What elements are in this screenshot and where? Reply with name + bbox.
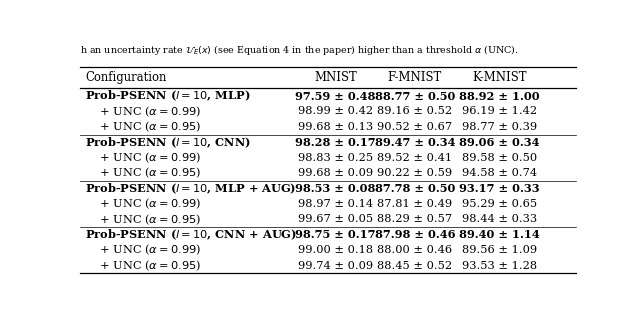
Text: 99.67 ± 0.05: 99.67 ± 0.05: [298, 214, 373, 224]
Text: 88.00 ± 0.46: 88.00 ± 0.46: [377, 245, 452, 255]
Text: Prob-PSENN ($l = 10$, CNN + AUG): Prob-PSENN ($l = 10$, CNN + AUG): [85, 227, 297, 242]
Text: 87.98 ± 0.46: 87.98 ± 0.46: [374, 229, 455, 240]
Text: 88.77 ± 0.50: 88.77 ± 0.50: [374, 90, 455, 102]
Text: 93.17 ± 0.33: 93.17 ± 0.33: [459, 183, 540, 194]
Text: F-MNIST: F-MNIST: [388, 71, 442, 85]
Text: 99.68 ± 0.09: 99.68 ± 0.09: [298, 168, 373, 178]
Text: + UNC ($\alpha = 0.95$): + UNC ($\alpha = 0.95$): [85, 166, 201, 180]
Text: 98.99 ± 0.42: 98.99 ± 0.42: [298, 106, 373, 116]
Text: 87.81 ± 0.49: 87.81 ± 0.49: [377, 199, 452, 209]
Text: + UNC ($\alpha = 0.99$): + UNC ($\alpha = 0.99$): [85, 197, 201, 211]
Text: 98.28 ± 0.17: 98.28 ± 0.17: [295, 137, 376, 148]
Text: + UNC ($\alpha = 0.99$): + UNC ($\alpha = 0.99$): [85, 104, 201, 119]
Text: 98.83 ± 0.25: 98.83 ± 0.25: [298, 153, 373, 163]
Text: 87.78 ± 0.50: 87.78 ± 0.50: [374, 183, 455, 194]
Text: + UNC ($\alpha = 0.95$): + UNC ($\alpha = 0.95$): [85, 258, 201, 273]
Text: 95.29 ± 0.65: 95.29 ± 0.65: [461, 199, 537, 209]
Text: Prob-PSENN ($l = 10$, CNN): Prob-PSENN ($l = 10$, CNN): [85, 135, 251, 149]
Text: 88.45 ± 0.52: 88.45 ± 0.52: [377, 261, 452, 271]
Text: + UNC ($\alpha = 0.95$): + UNC ($\alpha = 0.95$): [85, 120, 201, 134]
Text: 98.53 ± 0.08: 98.53 ± 0.08: [295, 183, 376, 194]
Text: 94.58 ± 0.74: 94.58 ± 0.74: [461, 168, 537, 178]
Text: + UNC ($\alpha = 0.95$): + UNC ($\alpha = 0.95$): [85, 212, 201, 227]
Text: 99.74 ± 0.09: 99.74 ± 0.09: [298, 261, 373, 271]
Text: 98.75 ± 0.17: 98.75 ± 0.17: [295, 229, 376, 240]
Text: + UNC ($\alpha = 0.99$): + UNC ($\alpha = 0.99$): [85, 243, 201, 257]
Text: 89.56 ± 1.09: 89.56 ± 1.09: [461, 245, 537, 255]
Text: 89.06 ± 0.34: 89.06 ± 0.34: [459, 137, 540, 148]
Text: 97.59 ± 0.48: 97.59 ± 0.48: [295, 90, 376, 102]
Text: Configuration: Configuration: [85, 71, 166, 85]
Text: h an uncertainty rate $\mathcal{U}_E(x)$ (see Equation 4 in the paper) higher th: h an uncertainty rate $\mathcal{U}_E(x)$…: [80, 43, 519, 57]
Text: 98.77 ± 0.39: 98.77 ± 0.39: [461, 122, 537, 132]
Text: 88.29 ± 0.57: 88.29 ± 0.57: [377, 214, 452, 224]
Text: 89.58 ± 0.50: 89.58 ± 0.50: [461, 153, 537, 163]
Text: MNIST: MNIST: [314, 71, 357, 85]
Text: Prob-PSENN ($l = 10$, MLP + AUG): Prob-PSENN ($l = 10$, MLP + AUG): [85, 181, 296, 196]
Text: Prob-PSENN ($l = 10$, MLP): Prob-PSENN ($l = 10$, MLP): [85, 89, 250, 103]
Text: 89.16 ± 0.52: 89.16 ± 0.52: [377, 106, 452, 116]
Text: 89.47 ± 0.34: 89.47 ± 0.34: [374, 137, 455, 148]
Text: 93.53 ± 1.28: 93.53 ± 1.28: [461, 261, 537, 271]
Text: 90.22 ± 0.59: 90.22 ± 0.59: [377, 168, 452, 178]
Text: 88.92 ± 1.00: 88.92 ± 1.00: [459, 90, 540, 102]
Text: 89.40 ± 1.14: 89.40 ± 1.14: [459, 229, 540, 240]
Text: 90.52 ± 0.67: 90.52 ± 0.67: [377, 122, 452, 132]
Text: 99.68 ± 0.13: 99.68 ± 0.13: [298, 122, 373, 132]
Text: 98.44 ± 0.33: 98.44 ± 0.33: [461, 214, 537, 224]
Text: 98.97 ± 0.14: 98.97 ± 0.14: [298, 199, 373, 209]
Text: 96.19 ± 1.42: 96.19 ± 1.42: [461, 106, 537, 116]
Text: + UNC ($\alpha = 0.99$): + UNC ($\alpha = 0.99$): [85, 150, 201, 165]
Text: 99.00 ± 0.18: 99.00 ± 0.18: [298, 245, 373, 255]
Text: 89.52 ± 0.41: 89.52 ± 0.41: [377, 153, 452, 163]
Text: K-MNIST: K-MNIST: [472, 71, 526, 85]
